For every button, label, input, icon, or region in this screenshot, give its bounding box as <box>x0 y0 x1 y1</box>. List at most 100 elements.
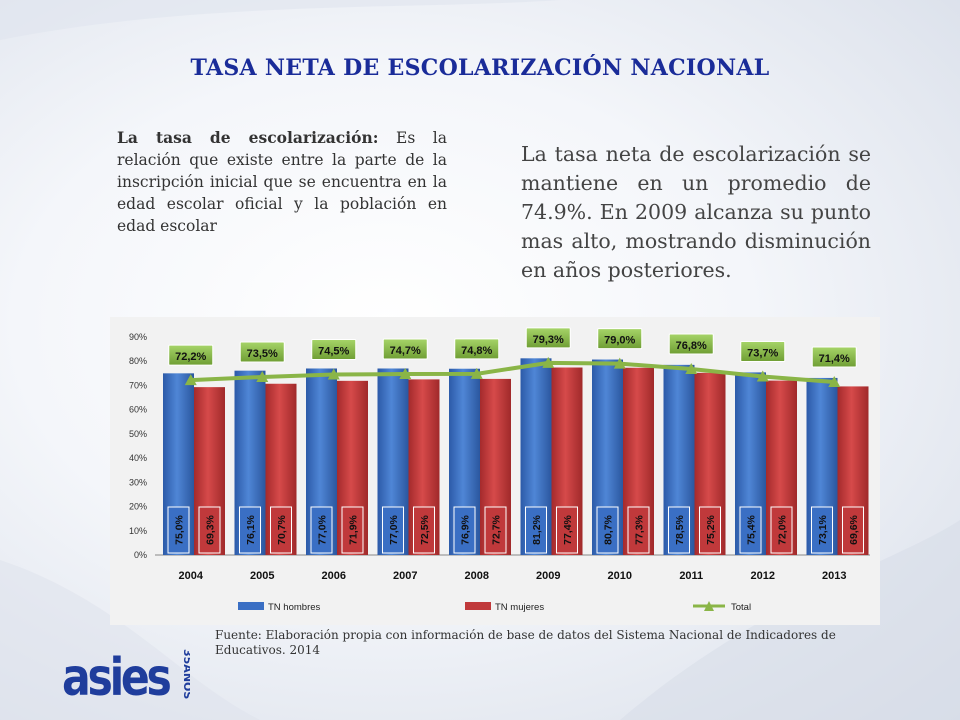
bar-value-label: 72,5% <box>419 514 431 544</box>
bar-value-label: 77,4% <box>562 514 574 544</box>
total-label-box <box>168 344 214 366</box>
value-label-box <box>668 506 690 554</box>
x-tick-label: 2009 <box>536 570 560 582</box>
y-tick-label: 0% <box>134 550 147 560</box>
bar-value-label: 80,7% <box>603 514 615 544</box>
x-tick-label: 2005 <box>250 570 274 582</box>
bar-value-label: 78,5% <box>674 514 686 544</box>
source-note: Fuente: Elaboración propia con informaci… <box>215 628 836 657</box>
total-marker <box>256 370 269 382</box>
bar-value-label: 77,0% <box>317 514 329 544</box>
y-tick-label: 20% <box>129 502 147 512</box>
y-tick-label: 90% <box>129 332 147 342</box>
x-tick-label: 2013 <box>822 570 846 582</box>
total-value-label: 74,5% <box>318 346 349 358</box>
total-marker <box>184 374 197 386</box>
value-label-box <box>556 506 578 554</box>
bar-value-label: 72,7% <box>491 514 503 544</box>
x-tick-label: 2008 <box>465 570 489 582</box>
asies-logo: asies 35AÑOS <box>62 648 190 701</box>
value-label-box <box>341 506 364 554</box>
bar-value-label: 70,7% <box>276 514 288 544</box>
bar-value-label: 75,2% <box>705 514 717 544</box>
total-marker <box>327 368 340 380</box>
total-value-label: 72,2% <box>175 351 206 363</box>
total-label-box <box>525 327 571 349</box>
value-label-box <box>453 506 476 554</box>
definition-term: La tasa de escolarización: <box>117 128 379 147</box>
value-label-box <box>842 506 864 554</box>
value-label-box <box>413 506 435 554</box>
slide-title: TASA NETA DE ESCOLARIZACIÓN NACIONAL <box>190 55 770 81</box>
total-marker <box>756 370 769 382</box>
total-label-box <box>454 338 500 360</box>
summary-text: La tasa neta de escolarización se mantie… <box>521 142 871 282</box>
chart-area: 0% 10% 20% 30% 40% 50% 60% 70% 80% 90% 75,0% 69,3% 2… <box>110 317 880 625</box>
total-value-label: 73,5% <box>247 348 278 360</box>
value-label-box <box>525 506 547 554</box>
legend-label: TN hombres <box>268 602 321 613</box>
total-label-box <box>597 328 643 350</box>
value-label-box <box>484 506 507 554</box>
legend-label: TN mujeres <box>495 602 544 613</box>
bar-value-label: 69,3% <box>205 514 217 544</box>
total-value-label: 76,8% <box>676 340 707 352</box>
total-label-box <box>668 333 714 355</box>
bar-value-label: 71,9% <box>348 514 360 544</box>
total-label-box <box>382 338 428 360</box>
legend-swatch <box>238 602 264 610</box>
total-value-label: 74,7% <box>390 345 421 357</box>
y-tick-label: 30% <box>129 477 147 487</box>
total-value-label: 73,7% <box>747 347 778 359</box>
total-marker <box>613 357 626 369</box>
value-label-box <box>699 506 721 554</box>
total-label-box <box>239 341 285 363</box>
total-marker <box>685 362 698 374</box>
bar-line-chart: 0% 10% 20% 30% 40% 50% 60% 70% 80% 90% 75,0% 69,3% 2… <box>129 327 870 613</box>
total-value-label: 79,3% <box>533 334 564 346</box>
definition-body: Es la relación que existe entre la parte… <box>117 129 447 235</box>
total-marker <box>399 368 412 380</box>
x-tick-label: 2010 <box>608 570 632 582</box>
y-tick-label: 50% <box>129 429 147 439</box>
bar-value-label: 76,1% <box>245 514 257 544</box>
bar-value-label: 69,6% <box>848 514 860 544</box>
legend-marker <box>704 601 714 611</box>
value-label-box <box>198 506 221 554</box>
bar-value-label: 73,1% <box>817 514 829 544</box>
bar-value-label: 76,9% <box>460 514 472 544</box>
total-line <box>190 360 835 385</box>
total-marker <box>828 376 841 388</box>
x-tick-label: 2006 <box>322 570 346 582</box>
total-value-label: 71,4% <box>819 353 850 365</box>
definition-text: La tasa de escolarización: Es la relació… <box>117 127 447 237</box>
x-tick-label: 2007 <box>393 570 417 582</box>
y-tick-label: 60% <box>129 405 147 415</box>
bar-value-label: 75,0% <box>174 514 186 544</box>
total-label-box <box>740 340 786 362</box>
value-label-box <box>239 506 261 554</box>
value-label-box <box>811 506 833 554</box>
value-label-box <box>596 506 619 554</box>
value-label-box <box>167 506 190 554</box>
svg-text:asies: asies <box>62 648 171 701</box>
bar-value-label: 75,4% <box>746 514 758 544</box>
legend-label: Total <box>731 602 751 613</box>
x-tick-label: 2011 <box>679 570 703 582</box>
y-tick-label: 10% <box>129 526 147 536</box>
y-tick-label: 40% <box>129 453 147 463</box>
total-value-label: 74,8% <box>461 345 492 357</box>
total-marker <box>470 367 483 379</box>
x-tick-label: 2012 <box>751 570 775 582</box>
x-tick-label: 2004 <box>179 570 204 582</box>
value-label-box <box>770 506 793 554</box>
value-label-box <box>382 506 404 554</box>
total-marker <box>542 356 555 368</box>
total-value-label: 79,0% <box>604 335 635 347</box>
y-tick-label: 80% <box>129 356 147 366</box>
value-label-box <box>739 506 762 554</box>
legend-swatch <box>465 602 491 610</box>
value-label-box <box>627 506 650 554</box>
bar-value-label: 81,2% <box>531 514 543 544</box>
bar-value-label: 72,0% <box>777 514 789 544</box>
